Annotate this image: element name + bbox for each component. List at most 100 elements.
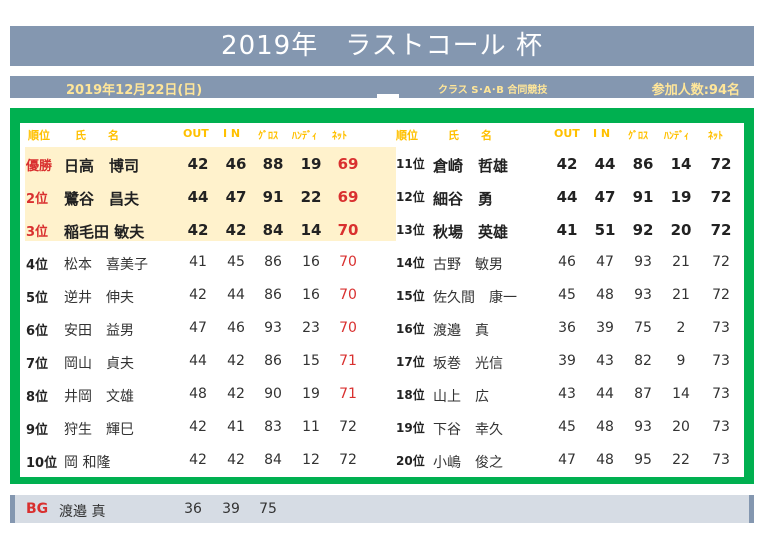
header-net: ﾈｯﾄ: [332, 131, 347, 142]
info-bar: 2019年12月22日(日) クラス S･A･B 合同競技 参加人数:94名: [10, 76, 754, 98]
gross-cell: 84: [264, 452, 282, 468]
rank-cell: 4位: [26, 258, 49, 273]
rank-cell: 8位: [26, 390, 49, 405]
name-cell: 下谷 幸久: [433, 422, 503, 438]
handicap-cell: 22: [672, 452, 690, 468]
results-table: 順位 氏 名 OUT I N ｸﾞﾛｽ ﾊﾝﾃﾞｨ ﾈｯﾄ 順位 氏 名 OUT…: [20, 123, 744, 477]
table-row: 優勝 日高 博司 42 46 88 19 69 11位 倉崎 哲雄 42 44 …: [20, 147, 744, 179]
handicap-cell: 12: [302, 452, 320, 468]
rank-cell: 10位: [26, 456, 58, 471]
gross-cell: 93: [634, 287, 652, 303]
gross-cell: 93: [634, 419, 652, 435]
handicap-cell: 20: [672, 419, 690, 435]
header-in: I N: [223, 127, 241, 140]
in-cell: 46: [225, 155, 247, 173]
out-cell: 42: [556, 155, 578, 173]
rank-cell: 12位: [396, 190, 425, 204]
gross-cell: 93: [264, 320, 282, 336]
net-cell: 73: [712, 320, 730, 336]
name-cell: 坂巻 光信: [433, 356, 503, 372]
name-cell: 日高 博司: [64, 157, 140, 175]
net-cell: 72: [710, 188, 732, 206]
handicap-cell: 16: [302, 254, 320, 270]
header-in: I N: [593, 127, 611, 140]
net-cell: 70: [337, 221, 359, 239]
gross-cell: 91: [632, 188, 654, 206]
gross-cell: 84: [262, 221, 284, 239]
rank-cell: 14位: [396, 256, 425, 270]
header-gross: ｸﾞﾛｽ: [258, 131, 278, 142]
handicap-cell: 9: [676, 353, 686, 369]
handicap-cell: 11: [302, 419, 320, 435]
handicap-cell: 14: [670, 155, 692, 173]
handicap-cell: 19: [300, 155, 322, 173]
name-cell: 岡 和隆: [64, 455, 111, 471]
handicap-cell: 19: [670, 188, 692, 206]
in-cell: 44: [596, 386, 614, 402]
in-cell: 48: [596, 287, 614, 303]
gross-cell: 90: [264, 386, 282, 402]
out-cell: 42: [187, 221, 209, 239]
out-cell: 44: [187, 188, 209, 206]
name-cell: 鷺谷 昌夫: [64, 190, 140, 208]
net-cell: 72: [339, 452, 357, 468]
table-row: 9位 狩生 輝巳 42 41 83 11 72 19位 下谷 幸久 45 48 …: [20, 411, 744, 443]
gross-cell: 86: [264, 287, 282, 303]
gross-cell: 92: [632, 221, 654, 239]
in-cell: 41: [227, 419, 245, 435]
in-cell: 42: [227, 386, 245, 402]
table-row: 10位 岡 和隆 42 42 84 12 72 20位 小嶋 俊之 47 48 …: [20, 444, 744, 476]
header-name: 氏 名: [448, 129, 492, 142]
in-cell: 42: [227, 353, 245, 369]
handicap-cell: 21: [672, 254, 690, 270]
out-cell: 47: [558, 452, 576, 468]
name-cell: 山上 広: [433, 389, 489, 405]
best-gross-out: 36: [184, 501, 202, 517]
best-gross-row: BG 渡邉 真 36 39 75: [10, 495, 754, 523]
in-cell: 42: [225, 221, 247, 239]
rank-cell: 18位: [396, 388, 425, 402]
name-cell: 稲毛田 敏夫: [64, 223, 145, 241]
best-gross-label: BG: [26, 501, 49, 517]
header-rank: 順位: [28, 129, 50, 142]
header-handicap: ﾊﾝﾃﾞｨ: [664, 131, 689, 142]
gross-cell: 93: [634, 254, 652, 270]
name-cell: 岡山 貞夫: [64, 356, 134, 372]
name-cell: 倉崎 哲雄: [433, 157, 509, 175]
out-cell: 39: [558, 353, 576, 369]
name-cell: 井岡 文雄: [64, 389, 134, 405]
rank-cell: 15位: [396, 289, 425, 303]
gross-cell: 95: [634, 452, 652, 468]
in-cell: 39: [596, 320, 614, 336]
rank-cell: 優勝: [26, 159, 53, 174]
net-cell: 69: [337, 188, 359, 206]
name-cell: 渡邉 真: [433, 323, 489, 339]
handicap-cell: 23: [302, 320, 320, 336]
class-info: クラス S･A･B 合同競技: [438, 85, 548, 96]
gross-cell: 91: [262, 188, 284, 206]
table-row: 5位 逆井 伸夫 42 44 86 16 70 15位 佐久間 康一 45 48…: [20, 279, 744, 311]
header-handicap: ﾊﾝﾃﾞｨ: [292, 131, 317, 142]
net-cell: 73: [712, 452, 730, 468]
net-cell: 73: [712, 419, 730, 435]
out-cell: 48: [189, 386, 207, 402]
rank-cell: 9位: [26, 423, 49, 438]
participant-count: 参加人数:94名: [651, 83, 740, 98]
in-cell: 43: [596, 353, 614, 369]
header-net: ﾈｯﾄ: [708, 131, 723, 142]
rank-cell: 5位: [26, 291, 49, 306]
in-cell: 48: [596, 452, 614, 468]
rank-cell: 7位: [26, 357, 49, 372]
name-cell: 秋場 英雄: [433, 223, 509, 241]
header-gross: ｸﾞﾛｽ: [628, 131, 648, 142]
net-cell: 70: [339, 287, 357, 303]
net-cell: 73: [712, 386, 730, 402]
name-cell: 狩生 輝巳: [64, 422, 134, 438]
out-cell: 43: [558, 386, 576, 402]
rank-cell: 11位: [396, 157, 425, 171]
out-cell: 44: [189, 353, 207, 369]
out-cell: 42: [189, 452, 207, 468]
net-cell: 69: [337, 155, 359, 173]
in-cell: 42: [227, 452, 245, 468]
gross-cell: 86: [264, 254, 282, 270]
